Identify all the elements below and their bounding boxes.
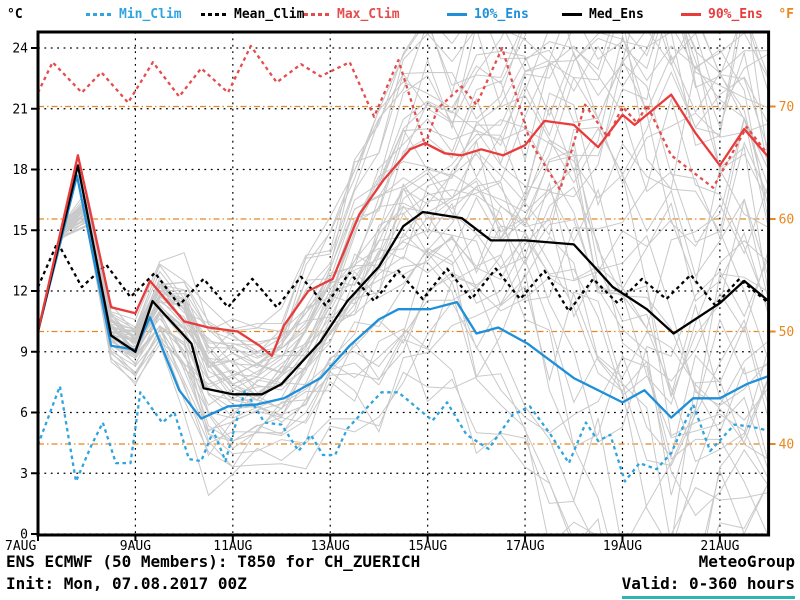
ensemble-member-line bbox=[38, 198, 769, 535]
brand-label: MeteoGroup bbox=[698, 552, 795, 571]
y-tick-label-celsius: 21 bbox=[12, 102, 28, 117]
series-line-90--ens bbox=[38, 93, 769, 357]
series-line-med-ens bbox=[38, 164, 769, 396]
init-time-label: Init: Mon, 07.08.2017 00Z bbox=[6, 574, 247, 593]
y-tick-label-celsius: 3 bbox=[20, 467, 28, 482]
min-clim-line-swatch-icon bbox=[86, 13, 112, 16]
ensemble-member-line bbox=[38, 32, 769, 357]
series-line-min-clim bbox=[38, 385, 769, 483]
y-tick-label-fahrenheit: 70 bbox=[779, 100, 795, 115]
ensemble-member-line bbox=[38, 32, 769, 419]
ensemble-member-line bbox=[38, 61, 769, 395]
mean-clim-line-swatch-icon bbox=[201, 13, 227, 16]
x-tick-label: 9AUG bbox=[120, 539, 151, 551]
ensemble-member-line bbox=[38, 32, 769, 445]
y-tick-label-celsius: 12 bbox=[12, 285, 28, 300]
y-tick-label-celsius: 18 bbox=[12, 163, 28, 178]
legend-item-min-clim: Min_Clim bbox=[86, 7, 182, 22]
y-tick-label-celsius: 9 bbox=[20, 345, 28, 360]
ensemble-member-line bbox=[38, 45, 769, 369]
y-tick-label-celsius: 6 bbox=[20, 406, 28, 421]
legend-item-p10-ens: 10%_Ens bbox=[447, 7, 529, 22]
x-tick-label: 21AUG bbox=[700, 539, 739, 551]
ensemble-member-line bbox=[38, 32, 769, 368]
y-tick-label-fahrenheit: 50 bbox=[779, 325, 795, 340]
y-axis-unit-celsius: °C bbox=[7, 7, 23, 22]
legend-item-mean-clim: Mean_Clim bbox=[201, 7, 304, 22]
ensemble-member-line bbox=[38, 211, 769, 535]
legend-label-p10-ens: 10%_Ens bbox=[474, 7, 529, 22]
legend-label-p90-ens: 90%_Ens bbox=[708, 7, 763, 22]
ensemble-member-line bbox=[38, 32, 769, 391]
series-line-max-clim bbox=[38, 44, 769, 191]
ensemble-member-line bbox=[38, 186, 769, 382]
footer-left: ENS ECMWF (50 Members): T850 for CH_ZUER… bbox=[6, 551, 420, 595]
series-line-mean-clim bbox=[38, 241, 769, 313]
legend-item-p90-ens: 90%_Ens bbox=[681, 7, 763, 22]
med-ens-line-swatch-icon bbox=[562, 13, 582, 16]
plot-border bbox=[36, 30, 771, 537]
footer-right: MeteoGroup Valid: 0-360 hours bbox=[621, 551, 795, 599]
labeled-series bbox=[38, 44, 769, 483]
ensemble-member-line bbox=[38, 117, 769, 468]
valid-range-label: Valid: 0-360 hours bbox=[621, 573, 795, 599]
y-tick-label-celsius: 24 bbox=[12, 42, 28, 57]
ensemble-member-line bbox=[38, 212, 769, 535]
x-tick-label: 11AUG bbox=[213, 539, 252, 551]
meteogram-plot: 0 3 6 9 12 15 18 21 24 40 50 60 70 7AUG 9AUG 11AUG 13AUG… bbox=[5, 30, 794, 552]
y-tick-label-celsius: 0 bbox=[20, 528, 28, 543]
max-clim-line-swatch-icon bbox=[304, 13, 330, 16]
y-tick-label-celsius: 15 bbox=[12, 224, 28, 239]
y-axis-unit-fahrenheit: °F bbox=[778, 7, 794, 22]
ensemble-member-line bbox=[38, 194, 769, 406]
ensemble-member-line bbox=[38, 222, 769, 517]
ensemble-member-line bbox=[38, 203, 769, 535]
y-tick-label-fahrenheit: 60 bbox=[779, 213, 795, 228]
p90-ens-line-swatch-icon bbox=[681, 13, 701, 16]
legend-label-mean-clim: Mean_Clim bbox=[234, 7, 305, 22]
x-tick-label: 7AUG bbox=[5, 539, 36, 551]
ensemble-member-line bbox=[38, 32, 769, 378]
legend-label-med-ens: Med_Ens bbox=[589, 7, 644, 22]
ensemble-member-line bbox=[38, 32, 769, 343]
legend-item-max-clim: Max_Clim bbox=[304, 7, 400, 22]
legend-label-min-clim: Min_Clim bbox=[119, 7, 182, 22]
legend-item-med-ens: Med_Ens bbox=[562, 7, 644, 22]
ensemble-member-line bbox=[38, 204, 769, 467]
axes: 0 3 6 9 12 15 18 21 24 40 50 60 70 7AUG 9AUG 11AUG 13AUG… bbox=[5, 42, 794, 552]
x-tick-label: 13AUG bbox=[311, 539, 350, 551]
ensemble-member-line bbox=[38, 141, 769, 457]
x-tick-label: 17AUG bbox=[505, 539, 544, 551]
series-line-10--ens bbox=[38, 174, 769, 420]
legend-label-max-clim: Max_Clim bbox=[337, 7, 400, 22]
x-tick-label: 19AUG bbox=[603, 539, 642, 551]
x-tick-label: 15AUG bbox=[408, 539, 447, 551]
ensemble-member-line bbox=[38, 196, 769, 535]
ensemble-member-line bbox=[38, 224, 769, 458]
legend-row: °C Min_Clim Mean_Clim Max_Clim 10%_Ens Med_E… bbox=[0, 4, 800, 28]
y-tick-label-fahrenheit: 40 bbox=[779, 438, 795, 453]
p10-ens-line-swatch-icon bbox=[447, 13, 467, 16]
chart-title: ENS ECMWF (50 Members): T850 for CH_ZUER… bbox=[6, 552, 421, 571]
